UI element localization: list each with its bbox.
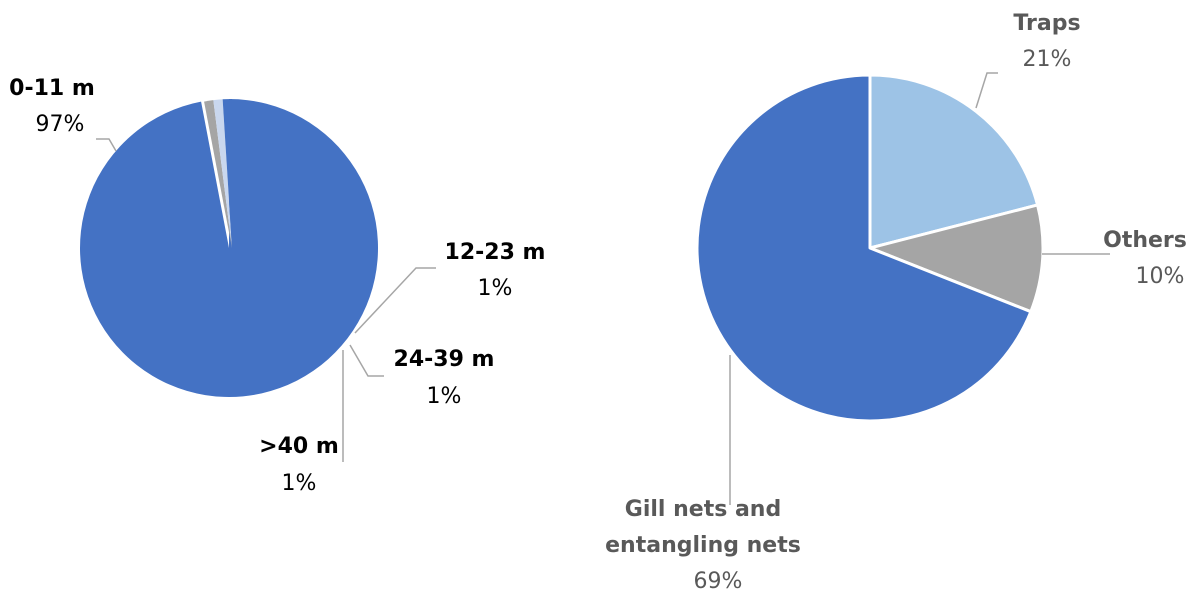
- pie-slice-gill-nets-and-entangling-nets: [695, 73, 1033, 423]
- slice-label-0-11-m: 0-11 m: [9, 76, 95, 101]
- slice-value-12-23-m: 1%: [478, 276, 513, 301]
- leader-line-0-11-m: [96, 138, 117, 152]
- slice-value-0-11-m: 97%: [36, 112, 85, 137]
- pie-slice-40-m: [222, 98, 232, 248]
- slice-value-24-39-m: 1%: [427, 384, 462, 409]
- vessel-length-pie-chart: 0-11 m 97% 12-23 m 1% 24-39 m 1% >40 m 1%: [9, 76, 545, 496]
- slice-label-40-m: >40 m: [259, 434, 339, 459]
- leader-line-traps: [975, 72, 998, 109]
- pie-slice-12-23-m: [204, 100, 232, 248]
- slice-value-40-m: 1%: [282, 471, 317, 496]
- slice-label-traps: Traps: [1013, 11, 1080, 36]
- slice-label-12-23-m: 12-23 m: [445, 240, 546, 265]
- slice-value-gill-nets-and-entangling-nets: 69%: [694, 569, 743, 594]
- slice-label-24-39-m: 24-39 m: [394, 347, 495, 372]
- pie-slice-0-11-m: [80, 99, 379, 397]
- leader-line-24-39-m: [349, 344, 384, 377]
- slice-label-others: Others: [1103, 228, 1187, 253]
- slice-value-traps: 21%: [1023, 47, 1072, 72]
- gear-type-pie-chart: Traps 21% Others 10% Gill nets and entangling…: [605, 11, 1187, 594]
- slice-value-others: 10%: [1136, 264, 1185, 289]
- pie-slice-others: [868, 203, 1045, 314]
- slice-label-gill-nets-and-entangling-nets: Gill nets and entangling nets: [605, 497, 801, 558]
- pie-slice-traps: [868, 73, 1040, 250]
- leader-line-12-23-m: [354, 267, 436, 334]
- pie-slice-24-39-m: [213, 99, 232, 248]
